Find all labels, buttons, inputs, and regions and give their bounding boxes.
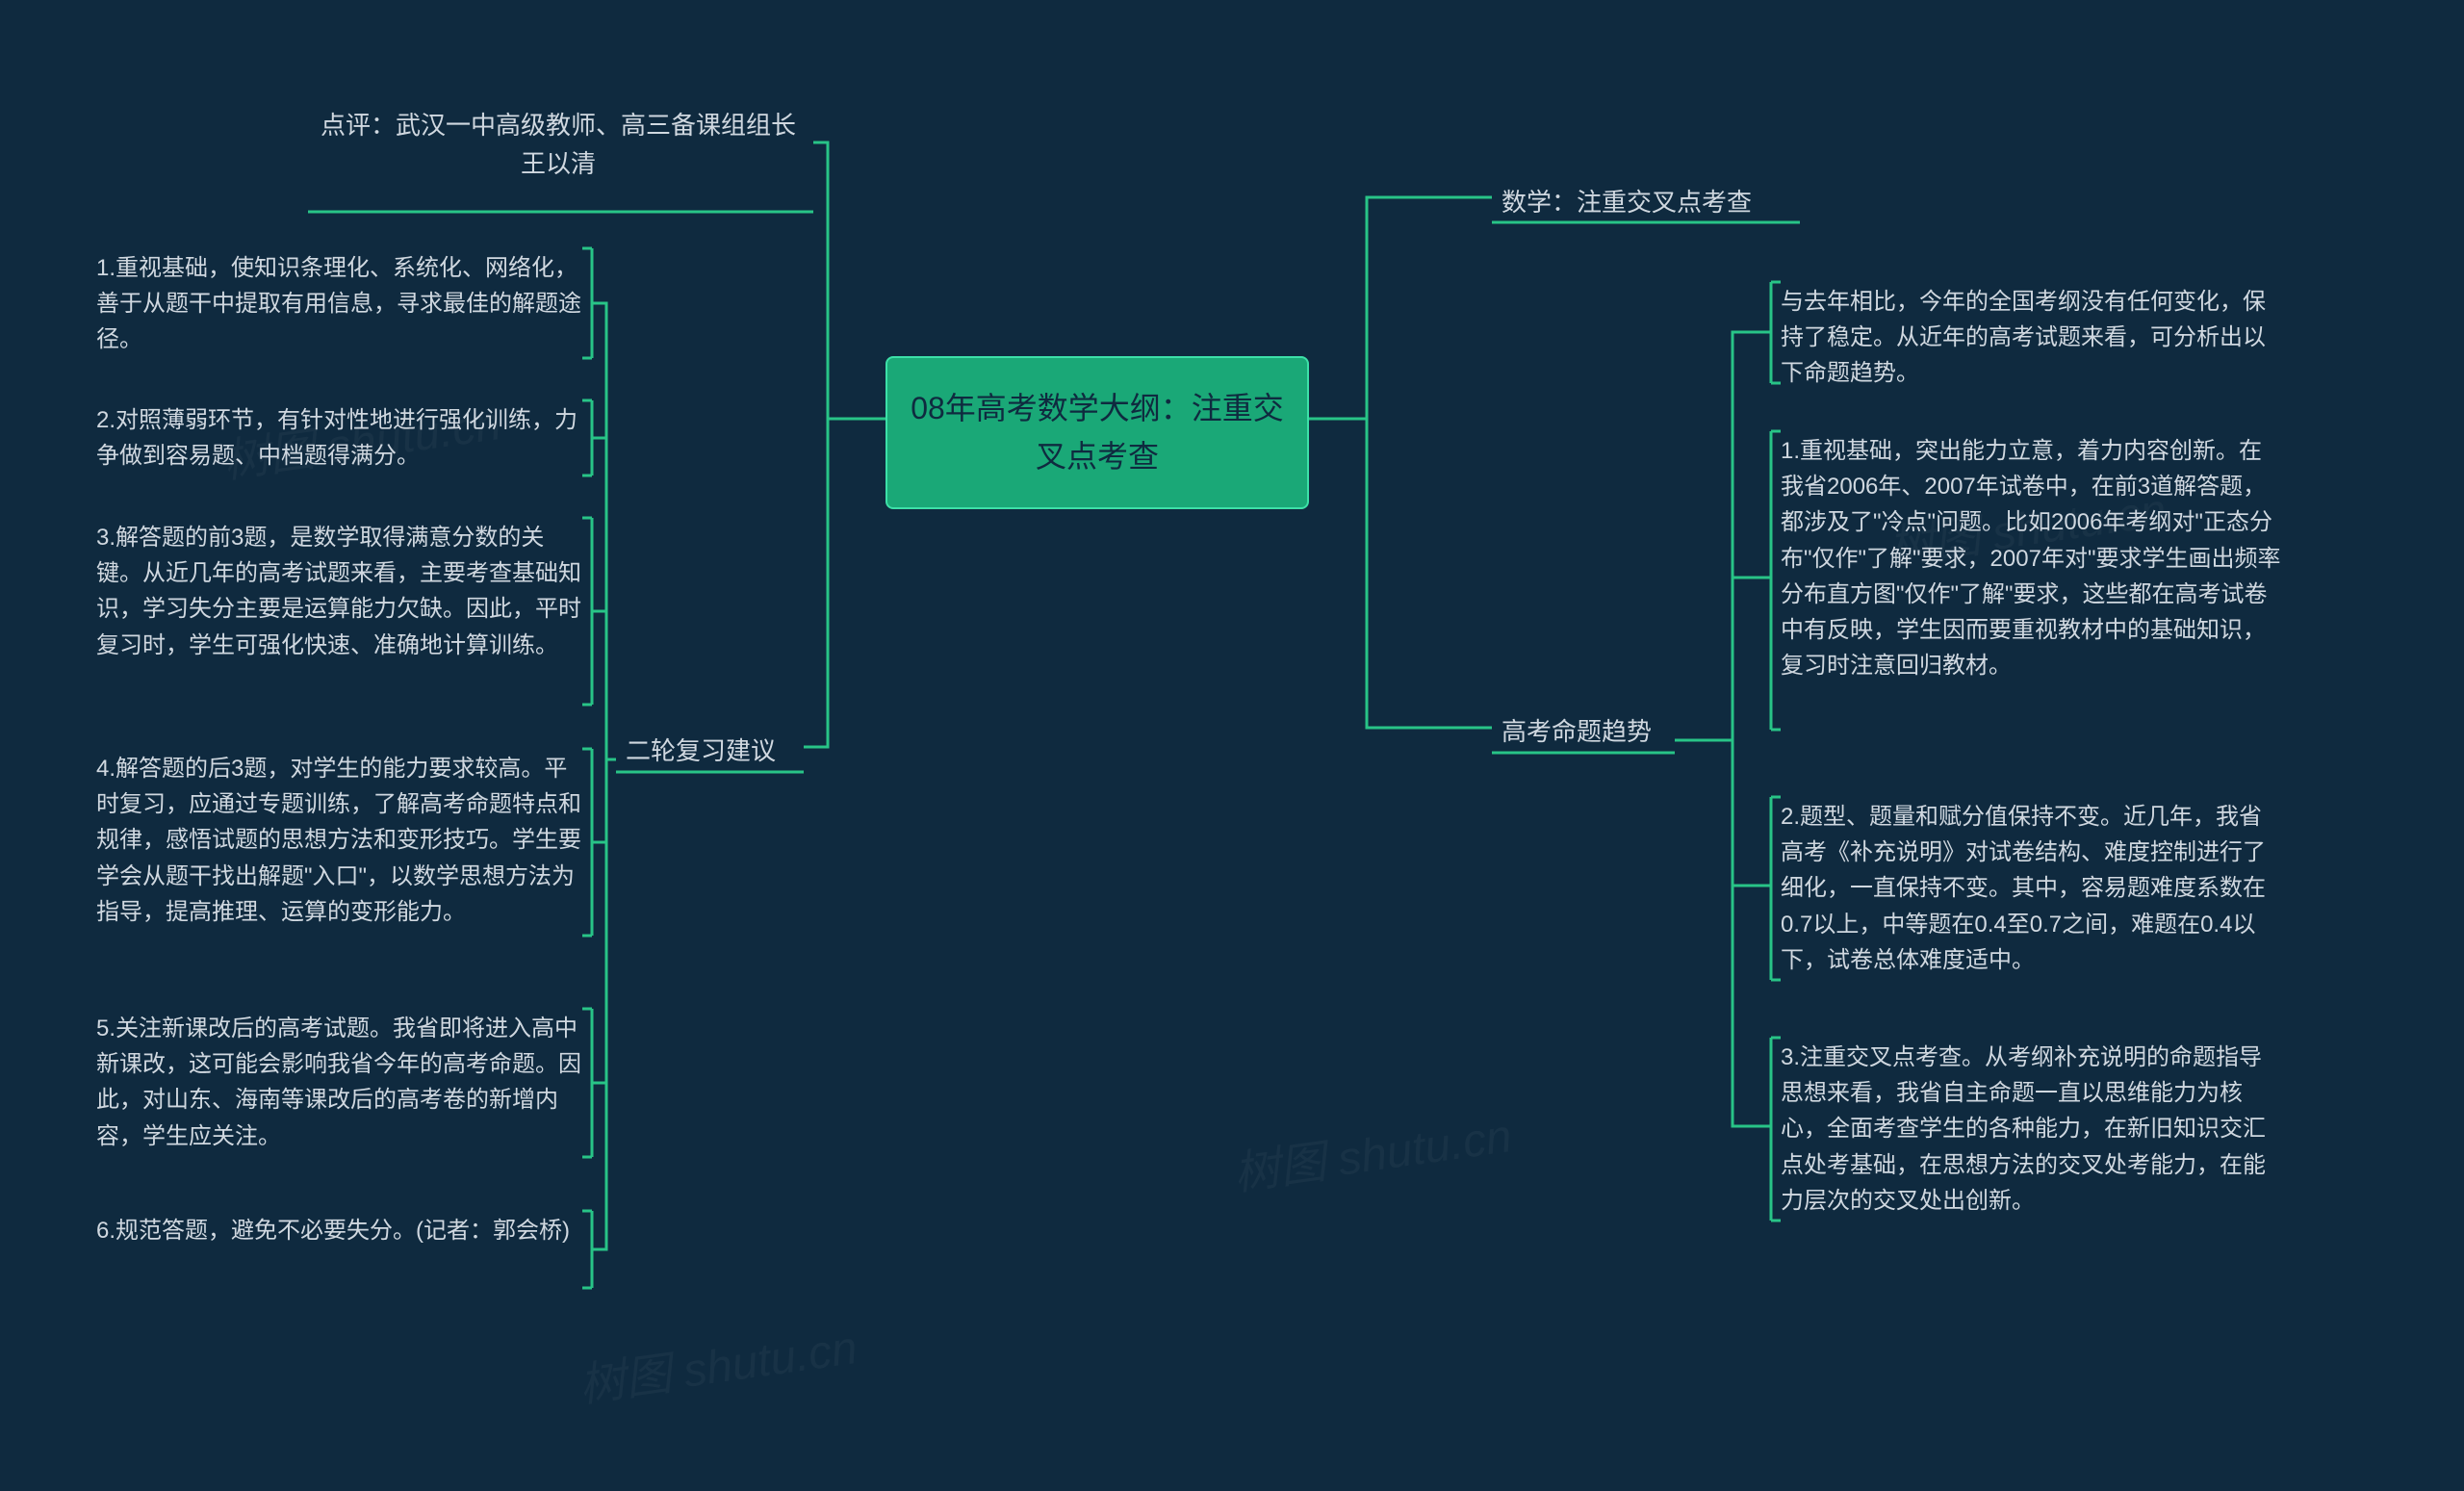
- trend-item-1: 1.重视基础，突出能力立意，着力内容创新。在我省2006年、2007年试卷中，在…: [1781, 433, 2281, 683]
- central-node: 08年高考数学大纲：注重交叉点考查: [886, 356, 1309, 509]
- suggestion-item-2: 3.解答题的前3题，是数学取得满意分数的关键。从近几年的高考试题来看，主要考查基…: [96, 520, 587, 663]
- trend-item-0: 与去年相比，今年的全国考纲没有任何变化，保持了稳定。从近年的高考试题来看，可分析…: [1781, 284, 2281, 392]
- branch-reviewer: 点评：武汉一中高级教师、高三备课组组长 王以清: [313, 106, 804, 184]
- branch-suggestions: 二轮复习建议: [626, 732, 776, 770]
- branch-math: 数学：注重交叉点考查: [1502, 183, 1752, 221]
- suggestion-item-4: 5.关注新课改后的高考试题。我省即将进入高中新课改，这可能会影响我省今年的高考命…: [96, 1011, 587, 1154]
- branch-trend: 高考命题趋势: [1502, 712, 1652, 751]
- suggestion-item-3: 4.解答题的后3题，对学生的能力要求较高。平时复习，应通过专题训练，了解高考命题…: [96, 751, 587, 930]
- suggestion-item-0: 1.重视基础，使知识条理化、系统化、网络化，善于从题干中提取有用信息，寻求最佳的…: [96, 250, 587, 358]
- watermark: 树图 shutu.cn: [1229, 1097, 1516, 1203]
- trend-item-2: 2.题型、题量和赋分值保持不变。近几年，我省高考《补充说明》对试卷结构、难度控制…: [1781, 799, 2281, 978]
- suggestion-item-1: 2.对照薄弱环节，有针对性地进行强化训练，力争做到容易题、中档题得满分。: [96, 402, 587, 474]
- mindmap-connectors: [0, 0, 2464, 1491]
- watermark: 树图 shutu.cn: [575, 1309, 861, 1415]
- trend-item-3: 3.注重交叉点考查。从考纲补充说明的命题指导思想来看，我省自主命题一直以思维能力…: [1781, 1040, 2281, 1219]
- suggestion-item-5: 6.规范答题，避免不必要失分。(记者：郭会桥): [96, 1213, 587, 1248]
